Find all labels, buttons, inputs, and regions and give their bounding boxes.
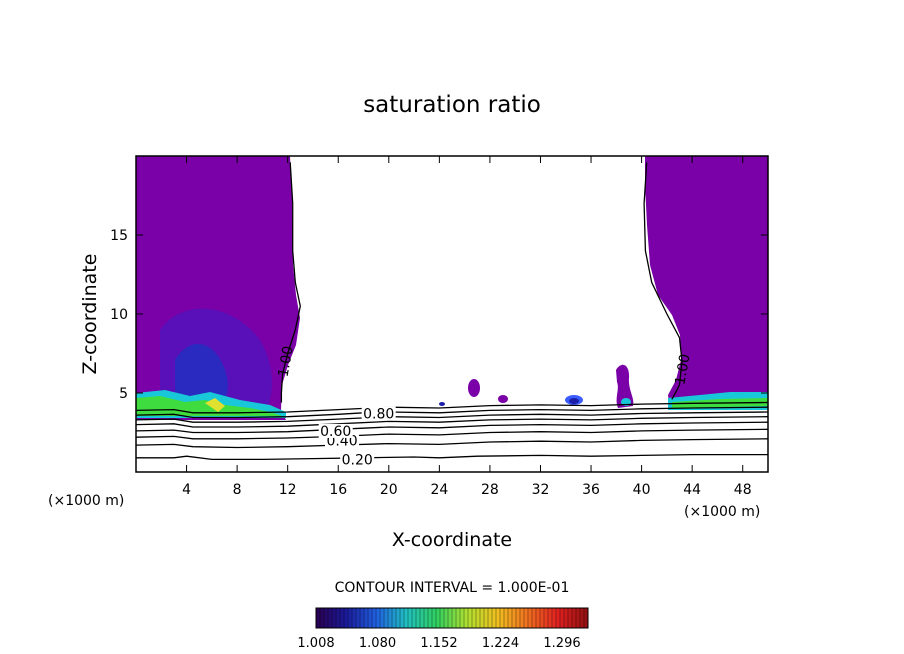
cell-x29: [498, 395, 508, 403]
contour-labels: 0.200.400.600.801.00 1.00: [276, 345, 694, 469]
x-tick-label: 32: [532, 482, 550, 498]
contour-line: [280, 162, 301, 403]
contour-label-bg: [318, 423, 353, 438]
cell-x38: [616, 364, 634, 408]
x-tick-label: 20: [380, 482, 398, 498]
y-axis-label: Z-coordinate: [79, 254, 101, 375]
colorbar: 1.008 1.080 1.152 1.224 1.296: [297, 607, 589, 651]
x-tick-label: 8: [233, 482, 242, 498]
cell-x26: [468, 379, 480, 397]
y-tick-label: 15: [110, 228, 128, 244]
y-axis-ticks: 5 10 15: [110, 228, 768, 402]
x-tick-label: 36: [582, 482, 600, 498]
contour-line: [136, 416, 768, 428]
x-tick-label: 24: [430, 482, 448, 498]
x-axis-ticks: 4 8 12 16 20 24 28 32 36 40 44 48: [182, 156, 752, 498]
contour-label: 0.60: [320, 424, 351, 440]
y-tick-label: 10: [110, 307, 128, 323]
colorbar-stripes: [319, 608, 585, 628]
contour-line: [136, 438, 768, 449]
contour-line: [136, 428, 768, 440]
x-tick-label: 28: [481, 482, 499, 498]
x-tick-label: 4: [182, 482, 191, 498]
contour-interval-label: CONTOUR INTERVAL = 1.000E-01: [335, 580, 570, 596]
contour-label-bg: [340, 452, 375, 467]
colorbar-tick-labels: 1.008 1.080 1.152 1.224 1.296: [297, 636, 580, 651]
contour-label: 0.20: [342, 452, 373, 468]
colorbar-tick-label: 1.008: [297, 636, 334, 651]
cloud-base-yellow-left: [205, 398, 225, 412]
y-tick-label: 5: [119, 386, 128, 402]
x-tick-label: 48: [734, 482, 752, 498]
contour-label: 1.00: [672, 353, 693, 386]
z-unit-label: (×1000 m): [48, 493, 124, 509]
contour-line: [136, 401, 768, 414]
contour-line: [643, 162, 683, 400]
cloud-base-green-left: [136, 396, 282, 416]
colorbar-tick-label: 1.224: [482, 636, 519, 651]
supersaturated-region-right: [645, 156, 768, 410]
colorbar-tick-label: 1.296: [543, 636, 580, 651]
colorbar-tick-label: 1.152: [420, 636, 457, 651]
contour-line: [136, 421, 768, 434]
contour-label: 1.00: [276, 345, 297, 378]
x-tick-label: 40: [633, 482, 651, 498]
colorbar-tick-label: 1.080: [359, 636, 396, 651]
contour-lines: [136, 162, 768, 461]
x-tick-label: 44: [683, 482, 701, 498]
cell-x24: [439, 402, 445, 406]
x-tick-label: 12: [279, 482, 297, 498]
chart-title: saturation ratio: [363, 92, 541, 118]
contour-line: [136, 453, 768, 461]
x-unit-label: (×1000 m): [684, 504, 760, 520]
cell-x35-core: [569, 398, 579, 404]
contour-label-bg: [361, 406, 396, 421]
field-layer: [136, 156, 768, 461]
x-tick-label: 16: [329, 482, 347, 498]
x-axis-label: X-coordinate: [392, 529, 512, 551]
contour-label: 0.80: [363, 407, 394, 423]
contour-line: [136, 411, 768, 423]
